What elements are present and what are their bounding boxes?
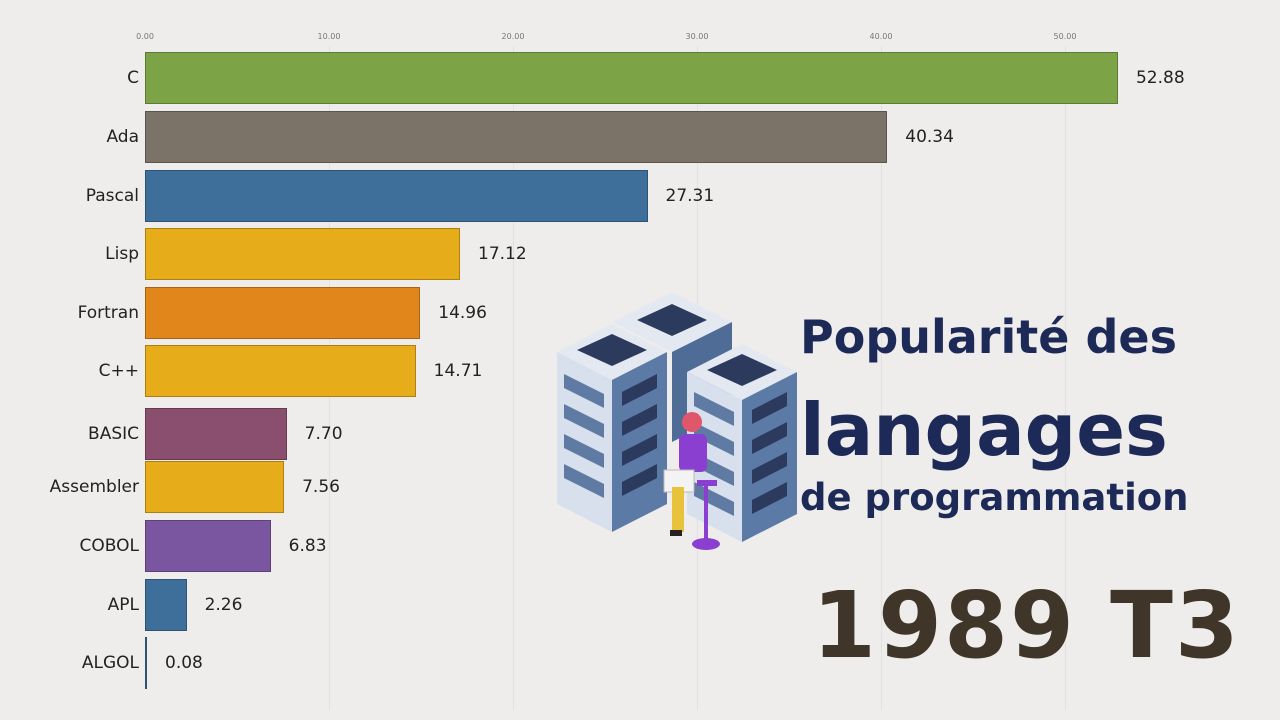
- bar-value: 2.26: [204, 595, 243, 615]
- bar-label: Pascal: [85, 186, 139, 206]
- bar-label: Ada: [106, 127, 139, 147]
- bar: [145, 111, 888, 163]
- bar: [145, 228, 460, 280]
- gridline: [513, 46, 514, 710]
- bar-row: Pascal 27.31: [0, 170, 1280, 222]
- bar-value: 7.56: [302, 477, 340, 497]
- bar-row: ALGOL 0.08: [0, 637, 1280, 689]
- bar-row: COBOL 6.83: [0, 520, 1280, 572]
- bar: [145, 345, 416, 397]
- period-label: 1989 T3: [812, 572, 1241, 679]
- bar-value: 52.88: [1135, 68, 1185, 88]
- bar-label: BASIC: [88, 424, 139, 444]
- bar-label: ALGOL: [81, 653, 139, 673]
- title-line-3: de programmation: [800, 476, 1189, 519]
- bar: [145, 637, 147, 689]
- x-tick: 30.00: [685, 32, 709, 41]
- bar-label: C: [127, 68, 139, 88]
- bar-row: Ada 40.34: [0, 111, 1280, 163]
- bar-label: C++: [98, 361, 139, 381]
- bar-row: C++ 14.71: [0, 345, 1280, 397]
- bar: [145, 579, 187, 631]
- bar-value: 7.70: [304, 424, 343, 444]
- bar-row: Fortran 14.96: [0, 287, 1280, 339]
- x-tick: 50.00: [1053, 32, 1077, 41]
- x-tick: 20.00: [501, 32, 525, 41]
- bar-value: 14.71: [433, 361, 483, 381]
- bar-label: Assembler: [49, 477, 139, 497]
- bar-value: 40.34: [905, 127, 954, 147]
- bar: [145, 287, 421, 339]
- bar-row: Assembler 7.56: [0, 461, 1280, 513]
- gridline: [1065, 46, 1066, 710]
- bar-label: COBOL: [79, 536, 139, 556]
- title-line-1: Popularité des: [800, 310, 1177, 364]
- gridline: [881, 46, 882, 710]
- bar-value: 27.31: [665, 186, 715, 206]
- bar-value: 17.12: [478, 244, 527, 264]
- bar: [145, 52, 1118, 104]
- bar-row: C 52.88: [0, 52, 1280, 104]
- bar-label: Fortran: [77, 303, 139, 323]
- bar-row: APL 2.26: [0, 579, 1280, 631]
- bar: [145, 520, 271, 572]
- x-tick: 40.00: [869, 32, 893, 41]
- bar-value: 14.96: [438, 303, 487, 323]
- bar-value: 0.08: [165, 653, 203, 673]
- x-tick: 10.00: [317, 32, 341, 41]
- x-tick: 0.00: [136, 32, 154, 41]
- bar-row: BASIC 7.70: [0, 408, 1280, 460]
- title-line-2: langages: [800, 388, 1168, 472]
- bar-label: APL: [107, 595, 139, 615]
- bar-row: Lisp 17.12: [0, 228, 1280, 280]
- bar-value: 6.83: [288, 536, 327, 556]
- bar: [145, 461, 285, 513]
- bar: [145, 408, 287, 460]
- bar-label: Lisp: [105, 244, 139, 264]
- server-racks-illustration-icon: [557, 292, 797, 550]
- bar: [145, 170, 648, 222]
